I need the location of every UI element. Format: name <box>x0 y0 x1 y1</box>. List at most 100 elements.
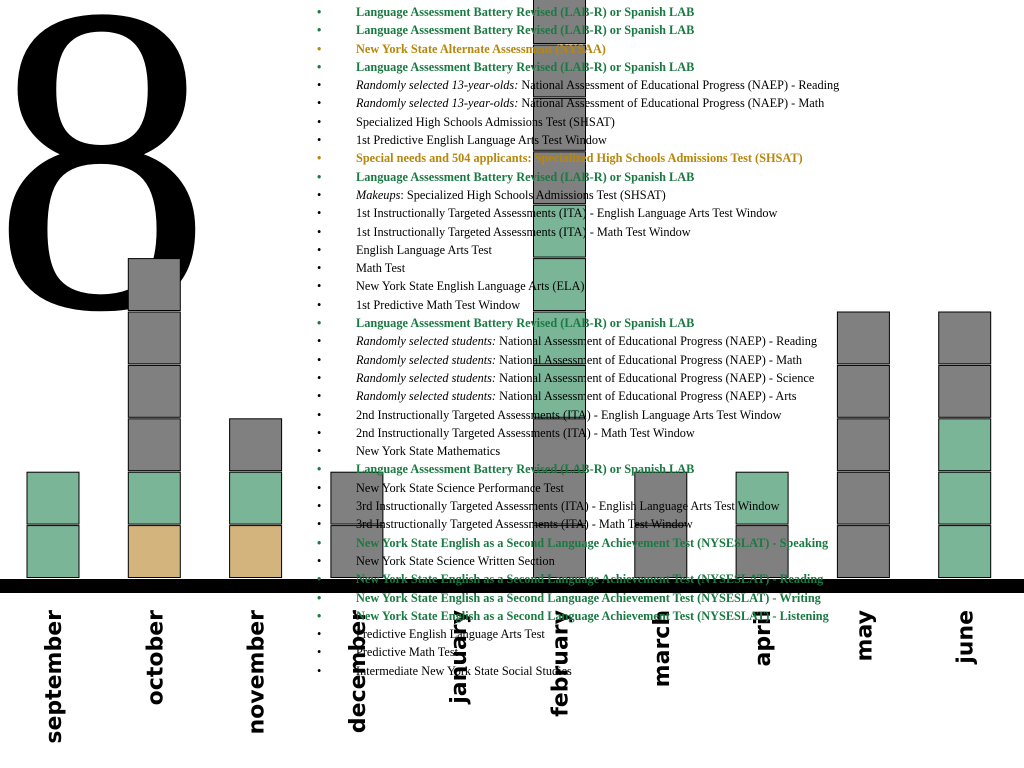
test-name: 3rd Instructionally Targeted Assessments… <box>356 517 693 532</box>
bar-block <box>229 471 283 525</box>
bar-block <box>229 418 283 472</box>
bullet-icon: • <box>317 444 322 459</box>
bullet-icon: • <box>317 59 322 74</box>
test-name: Language Assessment Battery Revised (LAB… <box>356 316 695 331</box>
bullet-icon: • <box>317 608 322 623</box>
test-audience: Randomly selected 13-year-olds: <box>356 78 519 93</box>
test-list-item: • Language Assessment Battery Revised (LA… <box>314 460 1019 478</box>
test-audience: Randomly selected 13-year-olds: <box>356 96 519 111</box>
month-label: february <box>549 610 574 717</box>
test-list-item: • English Language Arts Test <box>314 241 1019 259</box>
bar-block <box>533 364 586 418</box>
bullet-icon: • <box>317 425 322 440</box>
test-name: Language Assessment Battery Revised (LAB… <box>356 59 695 74</box>
bullet-icon: • <box>317 316 322 331</box>
bar-block <box>533 204 586 258</box>
bar-block <box>127 471 181 525</box>
test-name: Language Assessment Battery Revised (LAB… <box>356 462 695 477</box>
bullet-icon: • <box>317 242 322 257</box>
test-name: New York State English as a Second Langu… <box>356 572 824 587</box>
bullet-icon: • <box>317 187 322 202</box>
test-audience: Makeups <box>356 187 401 202</box>
bullet-icon: • <box>317 41 322 56</box>
bar-block <box>938 364 992 418</box>
test-name: 1st Instructionally Targeted Assessments… <box>356 224 691 239</box>
bullet-icon: • <box>317 151 322 166</box>
test-audience: Randomly selected students: <box>356 334 497 349</box>
bullet-icon: • <box>317 297 322 312</box>
bullet-icon: • <box>317 663 322 678</box>
test-audience: Randomly selected students: <box>356 370 497 385</box>
test-name: New York State English Language Arts (EL… <box>356 279 585 294</box>
bullet-icon: • <box>317 352 322 367</box>
month-label: december <box>346 610 371 733</box>
x-axis-bar <box>0 579 1024 593</box>
test-list-item: • New York State Alternate Assessment (NY… <box>314 40 1019 58</box>
test-list-item: • 3rd Instructionally Targeted Assessment… <box>314 497 1019 515</box>
bar-block <box>836 311 890 365</box>
test-name: New York State Mathematics <box>356 444 501 459</box>
bar-block <box>533 311 586 365</box>
bar-block <box>533 97 586 151</box>
bar-block <box>938 525 992 578</box>
bullet-icon: • <box>317 553 322 568</box>
test-name: 1st Instructionally Targeted Assessments… <box>356 206 778 221</box>
month-label: april <box>751 610 776 667</box>
test-list-item: • Language Assessment Battery Revised (LA… <box>314 3 1019 21</box>
bar-block <box>127 418 181 472</box>
test-name: Intermediate New York State Social Studi… <box>356 663 572 678</box>
bar-block <box>533 0 586 45</box>
bullet-icon: • <box>317 334 322 349</box>
test-name: Language Assessment Battery Revised (LAB… <box>356 169 695 184</box>
bar-block <box>127 525 181 578</box>
test-name: 2nd Instructionally Targeted Assessments… <box>356 407 782 422</box>
bar-block <box>127 364 181 418</box>
bullet-icon: • <box>317 169 322 184</box>
test-list-item: • 1st Predictive English Language Arts Te… <box>314 131 1019 149</box>
bar-block <box>330 471 384 525</box>
test-list-item: • Randomly selected 13-year-olds: Nationa… <box>314 76 1019 94</box>
test-list: • Language Assessment Battery Revised (LA… <box>314 3 1019 680</box>
test-list-item: • New York State English as a Second Lang… <box>314 589 1019 607</box>
test-list-item: • Makeups: Specialized High Schools Admis… <box>314 186 1019 204</box>
bar-block <box>938 311 992 365</box>
bullet-icon: • <box>317 114 322 129</box>
test-name: New York State English as a Second Langu… <box>356 535 829 550</box>
bullet-icon: • <box>317 645 322 660</box>
test-audience: Randomly selected students: <box>356 352 497 367</box>
bullet-icon: • <box>317 224 322 239</box>
bar-block <box>533 525 586 578</box>
test-name: English Language Arts Test <box>356 242 492 257</box>
bar-block <box>735 471 789 525</box>
bullet-icon: • <box>317 96 322 111</box>
bar-block <box>533 258 586 312</box>
bullet-icon: • <box>317 572 322 587</box>
bullet-icon: • <box>317 462 322 477</box>
test-name: National Assessment of Educational Progr… <box>521 78 840 93</box>
test-name: New York State English as a Second Langu… <box>356 608 829 623</box>
test-name: Math Test <box>356 261 406 276</box>
bullet-icon: • <box>317 535 322 550</box>
test-list-item: • Language Assessment Battery Revised (LA… <box>314 168 1019 186</box>
test-list-item: • New York State English Language Arts (E… <box>314 277 1019 295</box>
bullet-icon: • <box>317 389 322 404</box>
test-list-item: • Randomly selected students: National As… <box>314 387 1019 405</box>
bar-block <box>836 471 890 525</box>
bar-block <box>533 418 586 472</box>
test-list-item: • New York State Science Written Section <box>314 552 1019 570</box>
test-name: Language Assessment Battery Revised (LAB… <box>356 5 695 19</box>
bar-block <box>938 471 992 525</box>
bar-block <box>26 525 80 578</box>
test-list-item: • Language Assessment Battery Revised (LA… <box>314 314 1019 332</box>
test-name: National Assessment of Educational Progr… <box>499 352 803 367</box>
bullet-icon: • <box>317 279 322 294</box>
test-list-item: • Specialized High Schools Admissions Tes… <box>314 113 1019 131</box>
test-list-item: • New York State English as a Second Lang… <box>314 607 1019 625</box>
test-list-item: • Randomly selected 13-year-olds: Nationa… <box>314 94 1019 112</box>
bar-block <box>229 525 283 578</box>
test-list-item: • Randomly selected students: National As… <box>314 369 1019 387</box>
test-name: Special needs and 504 applicants: Specia… <box>356 151 803 166</box>
month-label: november <box>245 610 270 735</box>
bullet-icon: • <box>317 480 322 495</box>
test-name: 1st Predictive Math Test Window <box>356 297 521 312</box>
